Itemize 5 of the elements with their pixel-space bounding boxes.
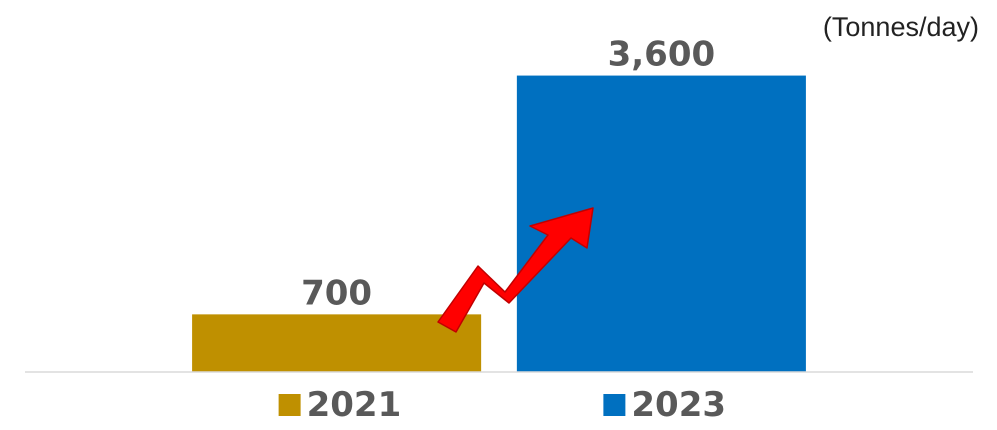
data-label: 700 (301, 273, 372, 314)
data-label: 3,600 (608, 34, 716, 75)
legend-label: 2023 (631, 385, 726, 425)
legend-label: 2021 (306, 385, 402, 425)
y-axis-title: (Tonnes/day) (822, 12, 979, 42)
